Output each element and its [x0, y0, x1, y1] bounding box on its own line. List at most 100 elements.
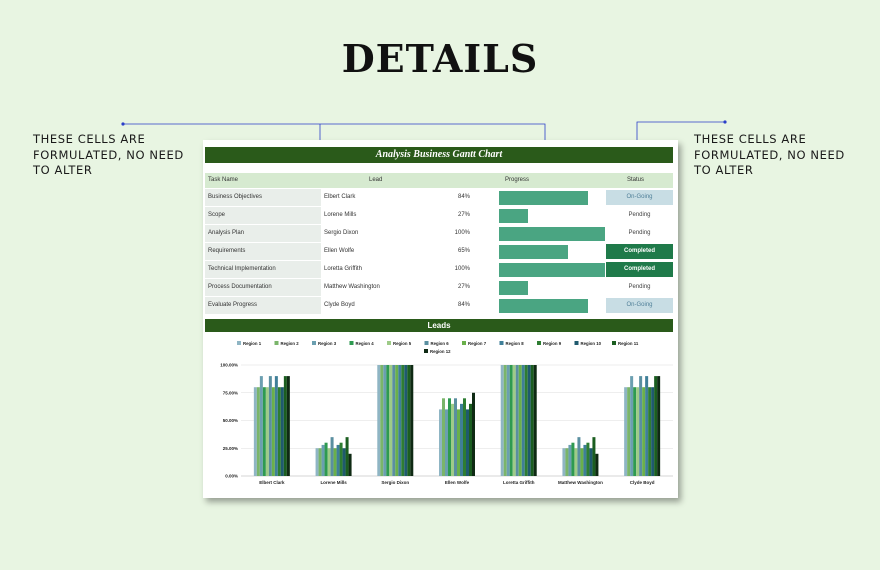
chart-bar — [533, 365, 537, 476]
legend-swatch — [349, 341, 354, 345]
chart-bar — [506, 365, 510, 476]
progress-bar — [499, 299, 589, 313]
chart-bar — [277, 387, 281, 476]
chart-bar — [280, 387, 284, 476]
lead-cell: Lorene Mills — [324, 212, 357, 218]
legend-label: Region 10 — [581, 341, 602, 346]
x-tick-label: Loretta Griffith — [503, 480, 535, 485]
lead-cell: Ellen Wolfe — [324, 248, 355, 254]
chart-bar — [645, 376, 649, 476]
leads-chart: Region 1 Region 2 Region 3 Region 4 Region 5… — [220, 341, 673, 485]
gantt-title: Analysis Business Gantt Chart — [205, 147, 673, 163]
chart-bar — [330, 437, 334, 476]
chart-bar — [595, 453, 599, 476]
connector-left-dot — [121, 122, 125, 126]
chart-bar — [642, 387, 646, 476]
chart-bar — [524, 365, 528, 476]
chart-bar — [624, 387, 628, 476]
chart-bar — [639, 376, 643, 476]
chart-bar — [530, 365, 534, 476]
legend-swatch — [424, 349, 428, 353]
status-badge: On-Going — [606, 190, 673, 205]
y-tick-label: 0.00% — [225, 474, 238, 479]
chart-bar — [592, 437, 596, 476]
legend-label: Region 6 — [431, 341, 450, 346]
chart-bar — [262, 387, 266, 476]
task-cell: Technical Implementation — [205, 261, 321, 278]
chart-bar — [654, 376, 658, 476]
table-row: Requirements Ellen Wolfe 65% Completed — [205, 243, 673, 261]
legend-swatch — [499, 341, 504, 345]
chart-bar — [472, 392, 475, 476]
chart-bar — [271, 387, 275, 476]
chart-bar — [410, 365, 414, 476]
x-tick-label: Lorene Mills — [320, 480, 347, 485]
chart-bar — [318, 448, 322, 476]
chart-bar — [386, 365, 390, 476]
chart-bar — [380, 365, 384, 476]
lead-cell: Clyde Boyd — [324, 302, 355, 308]
legend-swatch — [237, 341, 241, 345]
percent-cell: 27% — [457, 284, 470, 290]
chart-bar — [633, 387, 637, 476]
header-lead: Lead — [369, 177, 383, 183]
status-badge: Pending — [628, 284, 651, 290]
legend-swatch — [574, 341, 579, 345]
chart-bar — [439, 409, 442, 476]
chart-bar — [256, 387, 260, 476]
chart-bar — [648, 387, 652, 476]
chart-bar — [395, 365, 399, 476]
chart-bar — [265, 387, 269, 476]
chart-bar — [404, 365, 408, 476]
chart-bar — [460, 403, 463, 476]
lead-cell: Elbert Clark — [324, 194, 356, 200]
progress-bar — [499, 281, 528, 295]
chart-bar — [574, 448, 578, 476]
task-cell: Business Objectives — [205, 189, 321, 206]
legend-label: Region 8 — [506, 341, 525, 346]
chart-bar — [657, 376, 661, 476]
chart-bar — [253, 387, 257, 476]
chart-bar — [333, 448, 337, 476]
page-title: DETAILS — [341, 36, 539, 81]
chart-bar — [651, 387, 655, 476]
connector-right-dot — [723, 120, 727, 124]
y-tick-label: 75.00% — [223, 390, 238, 395]
status-badge: Completed — [606, 262, 673, 277]
legend-swatch — [312, 341, 316, 345]
header-task: Task Name — [208, 177, 239, 183]
legend-swatch — [424, 341, 429, 345]
note-right: THESE CELLS ARE FORMULATED, NO NEED TO A… — [694, 132, 845, 177]
status-badge: Pending — [628, 230, 651, 236]
legend-label: Region 2 — [281, 341, 300, 346]
chart-bar — [565, 448, 569, 476]
lead-cell: Sergio Dixon — [324, 230, 359, 236]
legend-swatch — [274, 341, 279, 345]
progress-bar — [499, 209, 528, 223]
legend-label: Region 4 — [356, 341, 375, 346]
chart-bar — [339, 442, 343, 476]
percent-cell: 65% — [457, 248, 470, 254]
lead-cell: Loretta Griffith — [324, 266, 362, 272]
legend-label: Region 5 — [393, 341, 412, 346]
chart-bar — [571, 442, 575, 476]
chart-bar — [286, 376, 290, 476]
chart-bar — [630, 376, 634, 476]
chart-bar — [580, 448, 584, 476]
x-tick-label: Ellen Wolfe — [445, 480, 470, 485]
chart-bar — [398, 365, 402, 476]
spreadsheet-preview: Analysis Business Gantt Chart Task Name … — [203, 140, 678, 498]
progress-bar — [499, 245, 568, 259]
table-row: Process Documentation Matthew Washington 2… — [205, 279, 673, 297]
chart-bar — [451, 403, 454, 476]
table-row: Analysis Plan Sergio Dixon 100% Pending — [205, 225, 673, 243]
legend-swatch — [462, 341, 466, 345]
percent-cell: 84% — [457, 194, 470, 200]
percent-cell: 100% — [454, 230, 470, 236]
chart-bar — [283, 376, 287, 476]
chart-bar — [469, 403, 472, 476]
x-tick-label: Elbert Clark — [259, 480, 285, 485]
chart-bar — [466, 409, 469, 476]
task-cell: Evaluate Progress — [205, 297, 321, 314]
chart-bar — [401, 365, 405, 476]
